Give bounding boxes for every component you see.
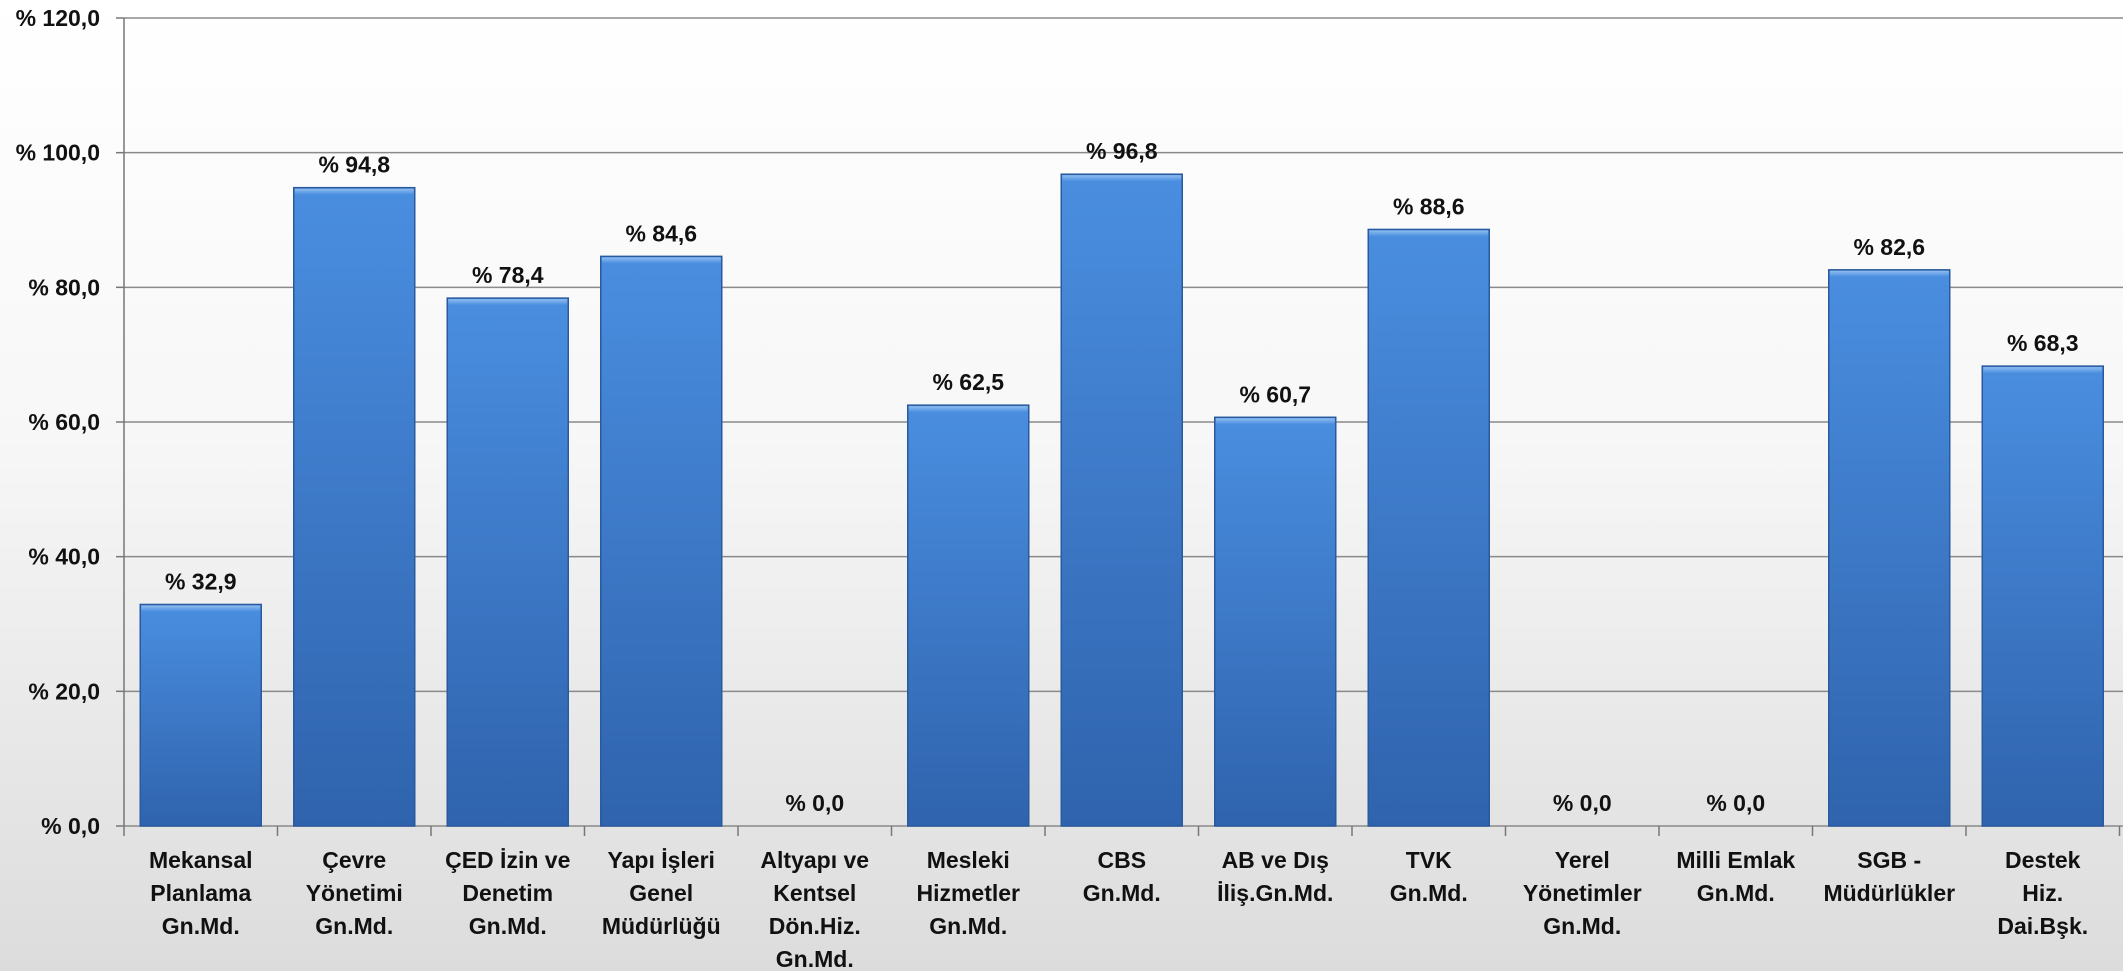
bar xyxy=(446,297,569,827)
category-label-line: İliş.Gn.Md. xyxy=(1217,880,1333,906)
category-label: TVK Gn.Md. xyxy=(1390,847,1468,906)
bar xyxy=(1214,416,1337,827)
bar xyxy=(1060,173,1183,827)
category-label-line: Çevre xyxy=(322,847,386,873)
bar xyxy=(293,186,416,827)
category-label-line: Yönetimi xyxy=(306,880,403,906)
data-label: % 88,6 xyxy=(1393,193,1465,219)
category-label: Yerel Yönetimler Gn.Md. xyxy=(1523,847,1642,939)
y-tick-label: % 20,0 xyxy=(28,678,100,704)
category-label: Mesleki Hizmetler Gn.Md. xyxy=(916,847,1020,939)
bar-highlight xyxy=(141,605,261,612)
bars xyxy=(139,173,2104,827)
data-label: % 0,0 xyxy=(785,790,844,816)
bar-highlight xyxy=(1983,367,2103,374)
data-label: % 96,8 xyxy=(1086,138,1158,164)
category-label-line: Mesleki xyxy=(927,847,1010,873)
labels: % 32,9 Mekansal Planlama Gn.Md. % 94,8 Çevre Y… xyxy=(149,138,2088,971)
category-label-line: Müdürlüğü xyxy=(602,913,721,939)
data-label: % 0,0 xyxy=(1553,790,1612,816)
category-label-line: Milli Emlak xyxy=(1676,847,1795,873)
category-label-line: AB ve Dış xyxy=(1222,847,1329,873)
data-label: % 0,0 xyxy=(1706,790,1765,816)
data-label: % 32,9 xyxy=(165,568,237,594)
category-label-line: Genel xyxy=(629,880,693,906)
y-tick-label: % 40,0 xyxy=(28,544,100,570)
y-tick-label: % 100,0 xyxy=(16,140,100,166)
category-label-line: Hiz. xyxy=(2022,880,2063,906)
category-label: Destek Hiz. Dai.Bşk. xyxy=(1997,847,2088,939)
category-label: CBS Gn.Md. xyxy=(1083,847,1161,906)
category-label-line: Yapı İşleri xyxy=(608,847,715,873)
category-label-line: Gn.Md. xyxy=(776,946,854,971)
bar xyxy=(1981,365,2104,827)
category-label-line: Altyapı ve xyxy=(760,847,869,873)
category-label-line: ÇED İzin ve xyxy=(445,847,570,873)
y-tick-label: % 60,0 xyxy=(28,409,100,435)
category-label-line: Kentsel xyxy=(773,880,856,906)
category-label: Altyapı ve Kentsel Dön.Hiz. Gn.Md. xyxy=(760,847,869,971)
category-label-line: Mekansal xyxy=(149,847,253,873)
category-label: Milli Emlak Gn.Md. xyxy=(1676,847,1795,906)
category-label: SGB - Müdürlükler xyxy=(1823,847,1955,906)
bar-highlight xyxy=(448,299,568,306)
category-label-line: SGB - xyxy=(1857,847,1921,873)
data-label: % 82,6 xyxy=(1853,234,1925,260)
category-label-line: Dön.Hiz. xyxy=(769,913,861,939)
bar-highlight xyxy=(601,257,721,264)
category-label-line: Gn.Md. xyxy=(1390,880,1468,906)
category-label-line: Gn.Md. xyxy=(1697,880,1775,906)
bar xyxy=(1367,228,1490,827)
category-label-line: Müdürlükler xyxy=(1823,880,1955,906)
category-label: Yapı İşleri Genel Müdürlüğü xyxy=(602,847,721,939)
category-label-line: TVK xyxy=(1406,847,1452,873)
y-tick-label: % 80,0 xyxy=(28,274,100,300)
category-label-line: Gn.Md. xyxy=(315,913,393,939)
data-label: % 84,6 xyxy=(625,220,697,246)
y-tick-label: % 120,0 xyxy=(16,5,100,31)
category-label-line: Yönetimler xyxy=(1523,880,1642,906)
bar xyxy=(1828,269,1951,827)
bar-highlight xyxy=(908,406,1028,413)
category-label: AB ve Dış İliş.Gn.Md. xyxy=(1217,847,1333,906)
bar xyxy=(600,255,723,827)
category-label-line: Gn.Md. xyxy=(929,913,1007,939)
axes: % 0,0 % 20,0 % 40,0 % 60,0 % 80,0 % 100,0 % 12… xyxy=(16,5,2121,839)
category-label-line: Gn.Md. xyxy=(1543,913,1621,939)
bar xyxy=(907,404,1030,827)
category-label-line: Gn.Md. xyxy=(162,913,240,939)
category-label-line: Destek xyxy=(2005,847,2081,873)
category-label: Mekansal Planlama Gn.Md. xyxy=(149,847,253,939)
data-label: % 78,4 xyxy=(472,262,544,288)
category-label: Çevre Yönetimi Gn.Md. xyxy=(306,847,403,939)
bar xyxy=(139,603,262,827)
category-label: ÇED İzin ve Denetim Gn.Md. xyxy=(445,847,570,939)
data-label: % 68,3 xyxy=(2007,330,2079,356)
data-label: % 62,5 xyxy=(932,369,1004,395)
bar-highlight xyxy=(1215,418,1335,425)
y-tick-label: % 0,0 xyxy=(41,813,100,839)
category-label-line: Hizmetler xyxy=(916,880,1020,906)
bar-highlight xyxy=(1829,270,1949,277)
bar-highlight xyxy=(1062,175,1182,182)
category-label-line: Planlama xyxy=(150,880,251,906)
category-label-line: Gn.Md. xyxy=(1083,880,1161,906)
category-label-line: Yerel xyxy=(1555,847,1610,873)
category-label-line: Denetim xyxy=(462,880,553,906)
data-label: % 60,7 xyxy=(1239,381,1311,407)
category-label-line: Dai.Bşk. xyxy=(1997,913,2088,939)
category-label-line: CBS xyxy=(1097,847,1146,873)
bar-highlight xyxy=(1369,230,1489,237)
data-label: % 94,8 xyxy=(318,152,390,178)
bar-highlight xyxy=(294,188,414,195)
category-label-line: Gn.Md. xyxy=(469,913,547,939)
